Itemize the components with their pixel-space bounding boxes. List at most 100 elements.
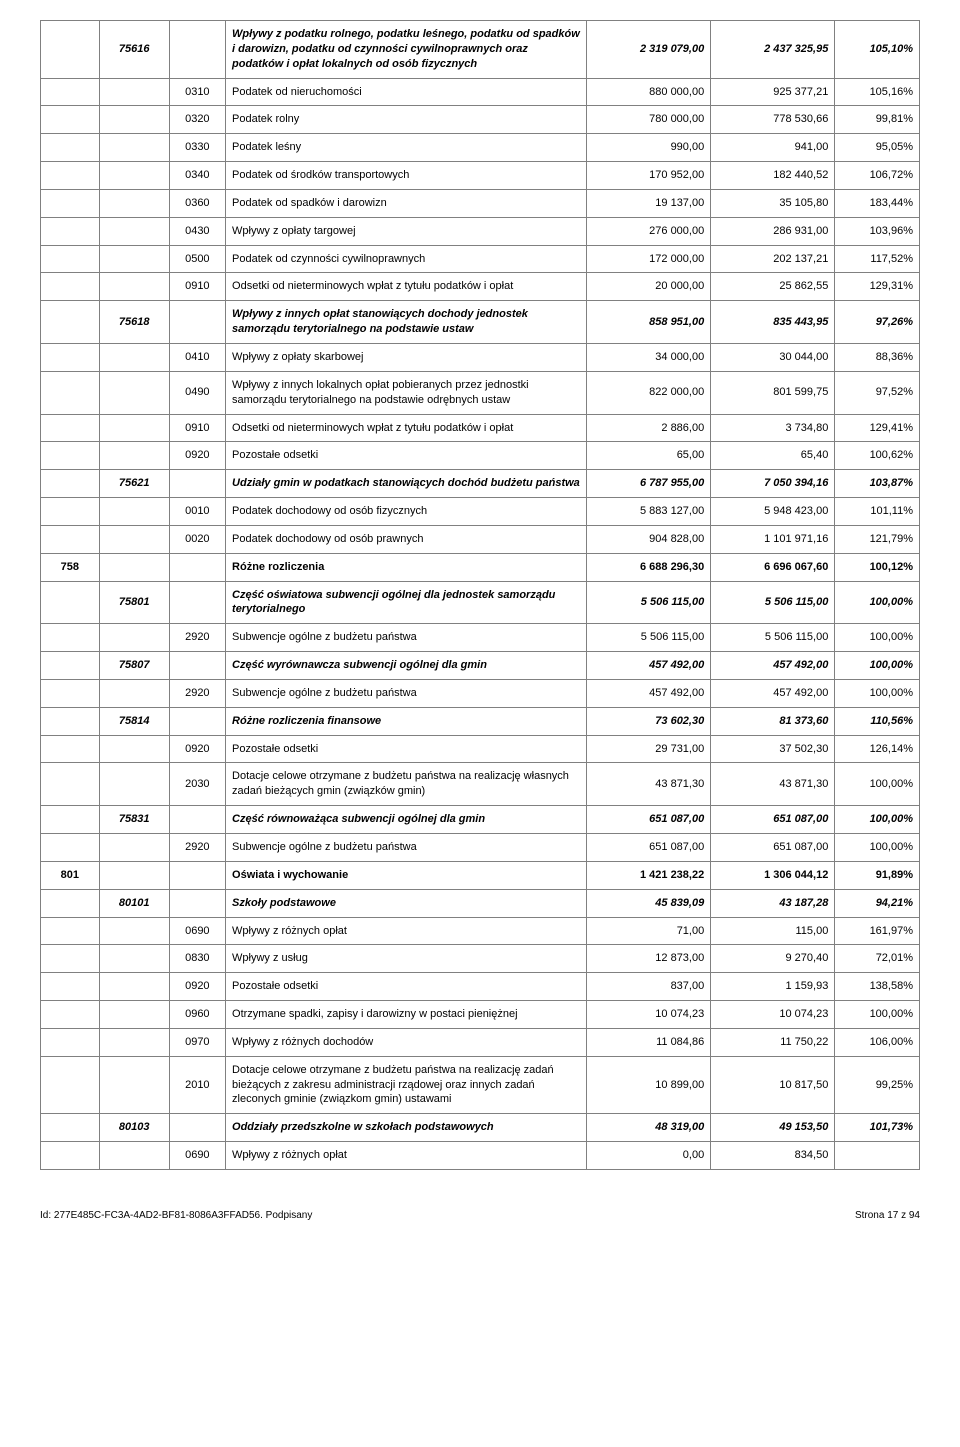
cell-procent: 100,62% [835, 442, 920, 470]
cell-plan: 5 506 115,00 [587, 624, 711, 652]
cell-dzial [41, 470, 100, 498]
cell-plan: 43 871,30 [587, 763, 711, 806]
cell-dzial [41, 189, 100, 217]
cell-plan: 34 000,00 [587, 343, 711, 371]
cell-plan: 20 000,00 [587, 273, 711, 301]
cell-wykonanie: 5 506 115,00 [711, 581, 835, 624]
cell-rozdzial [99, 273, 169, 301]
cell-desc: Wpływy z różnych opłat [226, 1142, 587, 1170]
cell-dzial [41, 1028, 100, 1056]
cell-procent: 105,16% [835, 78, 920, 106]
cell-wykonanie: 65,40 [711, 442, 835, 470]
table-row: 0320Podatek rolny780 000,00778 530,6699,… [41, 106, 920, 134]
cell-wykonanie: 778 530,66 [711, 106, 835, 134]
cell-dzial [41, 889, 100, 917]
cell-procent: 103,96% [835, 217, 920, 245]
table-row: 0500Podatek od czynności cywilnoprawnych… [41, 245, 920, 273]
cell-dzial [41, 371, 100, 414]
cell-wykonanie: 35 105,80 [711, 189, 835, 217]
table-row: 0020Podatek dochodowy od osób prawnych90… [41, 525, 920, 553]
cell-paragraf: 0960 [169, 1001, 225, 1029]
cell-procent: 94,21% [835, 889, 920, 917]
cell-desc: Wpływy z usług [226, 945, 587, 973]
cell-desc: Odsetki od nieterminowych wpłat z tytułu… [226, 273, 587, 301]
cell-rozdzial [99, 973, 169, 1001]
cell-wykonanie: 10 817,50 [711, 1056, 835, 1114]
table-row: 801Oświata i wychowanie1 421 238,221 306… [41, 861, 920, 889]
cell-rozdzial: 80101 [99, 889, 169, 917]
footer-page: Strona 17 z 94 [855, 1210, 920, 1221]
cell-plan: 5 506 115,00 [587, 581, 711, 624]
cell-paragraf: 0920 [169, 442, 225, 470]
cell-wykonanie: 651 087,00 [711, 806, 835, 834]
cell-wykonanie: 925 377,21 [711, 78, 835, 106]
cell-procent: 95,05% [835, 134, 920, 162]
cell-paragraf: 2030 [169, 763, 225, 806]
cell-paragraf: 2920 [169, 624, 225, 652]
table-row: 75831Część równoważąca subwencji ogólnej… [41, 806, 920, 834]
cell-wykonanie: 2 437 325,95 [711, 21, 835, 79]
table-row: 2920Subwencje ogólne z budżetu państwa45… [41, 679, 920, 707]
cell-dzial [41, 1001, 100, 1029]
cell-dzial [41, 273, 100, 301]
cell-plan: 2 886,00 [587, 414, 711, 442]
cell-paragraf [169, 652, 225, 680]
cell-rozdzial: 75831 [99, 806, 169, 834]
cell-wykonanie: 37 502,30 [711, 735, 835, 763]
table-row: 0410Wpływy z opłaty skarbowej34 000,0030… [41, 343, 920, 371]
cell-rozdzial [99, 763, 169, 806]
cell-dzial [41, 301, 100, 344]
cell-rozdzial [99, 414, 169, 442]
cell-procent: 129,41% [835, 414, 920, 442]
cell-desc: Część oświatowa subwencji ogólnej dla je… [226, 581, 587, 624]
cell-procent: 100,00% [835, 763, 920, 806]
table-row: 0310Podatek od nieruchomości880 000,0092… [41, 78, 920, 106]
cell-procent: 100,00% [835, 679, 920, 707]
cell-plan: 10 899,00 [587, 1056, 711, 1114]
cell-procent [835, 1142, 920, 1170]
cell-desc: Odsetki od nieterminowych wpłat z tytułu… [226, 414, 587, 442]
cell-plan: 457 492,00 [587, 679, 711, 707]
cell-rozdzial [99, 679, 169, 707]
cell-wykonanie: 834,50 [711, 1142, 835, 1170]
cell-procent: 110,56% [835, 707, 920, 735]
cell-rozdzial [99, 553, 169, 581]
cell-procent: 100,00% [835, 806, 920, 834]
cell-desc: Pozostałe odsetki [226, 442, 587, 470]
cell-paragraf [169, 301, 225, 344]
cell-desc: Podatek rolny [226, 106, 587, 134]
cell-procent: 97,52% [835, 371, 920, 414]
cell-procent: 91,89% [835, 861, 920, 889]
cell-dzial [41, 652, 100, 680]
table-row: 75801Część oświatowa subwencji ogólnej d… [41, 581, 920, 624]
cell-rozdzial [99, 245, 169, 273]
cell-plan: 11 084,86 [587, 1028, 711, 1056]
table-row: 0360Podatek od spadków i darowizn19 137,… [41, 189, 920, 217]
cell-rozdzial [99, 162, 169, 190]
cell-desc: Podatek od spadków i darowizn [226, 189, 587, 217]
cell-paragraf: 0690 [169, 1142, 225, 1170]
cell-dzial: 801 [41, 861, 100, 889]
table-row: 0830Wpływy z usług12 873,009 270,4072,01… [41, 945, 920, 973]
cell-desc: Podatek dochodowy od osób fizycznych [226, 498, 587, 526]
cell-paragraf: 0920 [169, 735, 225, 763]
cell-dzial [41, 806, 100, 834]
cell-rozdzial [99, 624, 169, 652]
table-row: 75807Część wyrównawcza subwencji ogólnej… [41, 652, 920, 680]
cell-plan: 0,00 [587, 1142, 711, 1170]
cell-rozdzial [99, 217, 169, 245]
cell-wykonanie: 49 153,50 [711, 1114, 835, 1142]
cell-wykonanie: 182 440,52 [711, 162, 835, 190]
cell-procent: 101,73% [835, 1114, 920, 1142]
cell-paragraf: 0340 [169, 162, 225, 190]
cell-desc: Wpływy z opłaty skarbowej [226, 343, 587, 371]
cell-desc: Różne rozliczenia [226, 553, 587, 581]
cell-rozdzial: 75807 [99, 652, 169, 680]
cell-wykonanie: 81 373,60 [711, 707, 835, 735]
table-row: 75621Udziały gmin w podatkach stanowiący… [41, 470, 920, 498]
cell-wykonanie: 5 948 423,00 [711, 498, 835, 526]
cell-procent: 72,01% [835, 945, 920, 973]
cell-desc: Wpływy z opłaty targowej [226, 217, 587, 245]
cell-paragraf [169, 707, 225, 735]
cell-paragraf [169, 889, 225, 917]
